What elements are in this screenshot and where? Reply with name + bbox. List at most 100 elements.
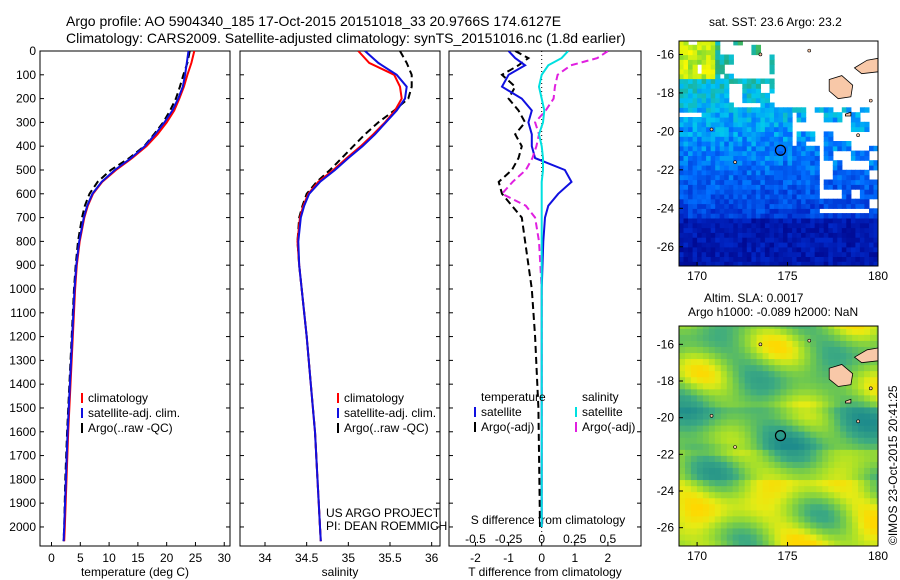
sst-cell [692, 193, 698, 200]
sst-cell [869, 251, 875, 258]
sla-cell [774, 455, 782, 462]
sla-cell [852, 382, 859, 390]
sst-cell [719, 68, 725, 75]
sst-cell [742, 112, 748, 118]
sst-cell [764, 141, 771, 147]
sla-cell [840, 540, 847, 546]
sla-cell [744, 364, 752, 372]
sla-cell [864, 370, 871, 378]
sla-cell [690, 328, 698, 335]
sla-cell [726, 449, 734, 456]
sla-cell [816, 491, 823, 499]
sst-cell [746, 261, 752, 266]
sst-cell [742, 256, 748, 262]
sst-cell [801, 242, 807, 248]
sst-cell [701, 102, 707, 108]
sst-cell [755, 83, 762, 89]
sst-cell [764, 251, 771, 258]
sst-cell [855, 251, 861, 258]
sla-cell [804, 540, 811, 546]
sla-cell [816, 400, 823, 408]
sst-cell [850, 261, 857, 266]
sla-cell [702, 340, 710, 347]
sla-cell [750, 533, 758, 541]
sst-cell [774, 189, 780, 195]
sst-cell [710, 208, 716, 214]
sst-cell [841, 217, 847, 224]
sst-cell [778, 165, 784, 171]
sla-cell [792, 431, 799, 438]
sla-cell [708, 461, 716, 468]
sla-cell [804, 497, 811, 505]
sla-cell [750, 334, 758, 341]
sla-cell [720, 382, 728, 390]
sla-cell [750, 473, 758, 481]
sla-cell [774, 449, 782, 456]
sla-cell [714, 479, 722, 487]
sst-cell [715, 145, 721, 152]
sst-cell [724, 251, 730, 258]
sst-cell [679, 242, 685, 248]
sla-cell [690, 419, 698, 426]
sla-cell [690, 334, 698, 341]
island-dot [758, 52, 763, 57]
sst-cell [837, 256, 843, 262]
sst-cell [697, 179, 703, 185]
sla-cell [768, 382, 776, 390]
sla-cell [738, 521, 746, 529]
sla-cell [774, 370, 782, 378]
sst-cell [823, 141, 829, 147]
sst-cell [787, 193, 793, 200]
sst-cell [760, 246, 766, 253]
sst-cell [728, 189, 734, 195]
sst-cell [792, 251, 798, 258]
sst-cell [715, 41, 721, 46]
sla-cell [834, 473, 841, 481]
sst-cell [792, 256, 798, 262]
sst-cell [719, 117, 725, 123]
sla-cell [810, 509, 817, 517]
sst-cell [837, 227, 843, 233]
sla-cell [768, 473, 776, 481]
sla-cell [690, 364, 698, 372]
sst-cell [751, 227, 757, 233]
sla-cell [708, 431, 716, 438]
sst-cell [724, 198, 730, 205]
sla-cell [852, 358, 859, 366]
sst-cell [710, 242, 716, 248]
sst-cell [692, 246, 698, 253]
s-tick-label: -0.5 [465, 532, 486, 546]
sla-cell [774, 326, 782, 329]
sst-cell [764, 78, 771, 84]
sst-cell [683, 179, 689, 185]
sst-cell [697, 83, 703, 89]
sla-cell [774, 521, 782, 529]
sst-cell [828, 256, 834, 262]
sst-cell [864, 217, 870, 224]
sla-cell [744, 394, 752, 402]
sst-cell [828, 145, 834, 152]
sla-cell [786, 473, 794, 481]
sla-cell [714, 326, 722, 329]
sla-cell [864, 425, 871, 432]
sla-cell [702, 326, 710, 329]
sst-cell [760, 261, 766, 266]
sla-cell [756, 382, 764, 390]
sst-cell [810, 165, 816, 171]
sla-cell [702, 503, 710, 511]
sst-cell [746, 256, 752, 262]
sla-cell [834, 527, 841, 535]
sst-cell [769, 232, 775, 238]
sla-cell [690, 358, 698, 366]
sst-cell [683, 54, 689, 60]
sst-cell [688, 78, 694, 84]
sla-cell [870, 449, 877, 456]
sst-cell [692, 49, 698, 56]
sst-cell [778, 198, 784, 205]
sla-cell [762, 431, 770, 438]
sst-cell [742, 136, 748, 142]
sla-cell [702, 352, 710, 360]
s-tick-label: 0.25 [563, 532, 587, 546]
sst-cell [751, 208, 757, 214]
sla-cell [792, 533, 799, 541]
